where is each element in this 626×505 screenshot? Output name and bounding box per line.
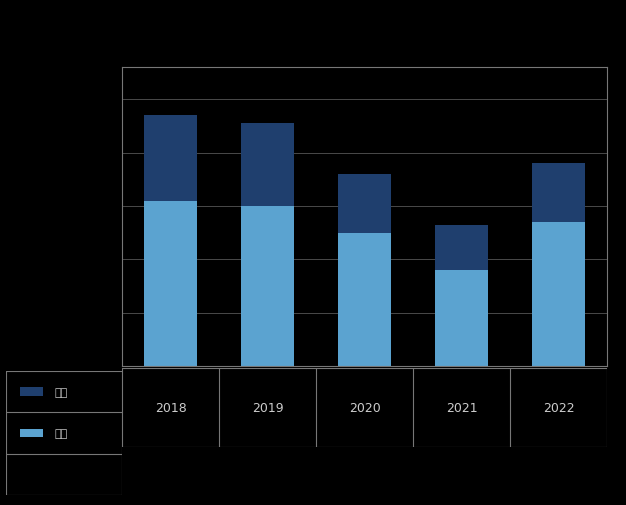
Text: 2021: 2021 <box>446 401 478 414</box>
Bar <box>532 223 585 366</box>
Bar <box>435 270 488 366</box>
Text: 2020: 2020 <box>349 401 381 414</box>
Bar <box>20 388 43 396</box>
Text: 2022: 2022 <box>543 401 575 414</box>
Bar <box>241 124 294 207</box>
Text: 海外: 海外 <box>55 428 68 438</box>
Bar <box>144 116 197 201</box>
Text: 国内: 国内 <box>55 387 68 397</box>
Bar <box>338 175 391 233</box>
Bar <box>338 233 391 366</box>
Bar <box>20 429 43 437</box>
Bar <box>435 226 488 270</box>
Text: 2019: 2019 <box>252 401 284 414</box>
Bar <box>144 201 197 366</box>
Bar <box>241 207 294 366</box>
Bar <box>532 164 585 223</box>
Text: 2018: 2018 <box>155 401 187 414</box>
